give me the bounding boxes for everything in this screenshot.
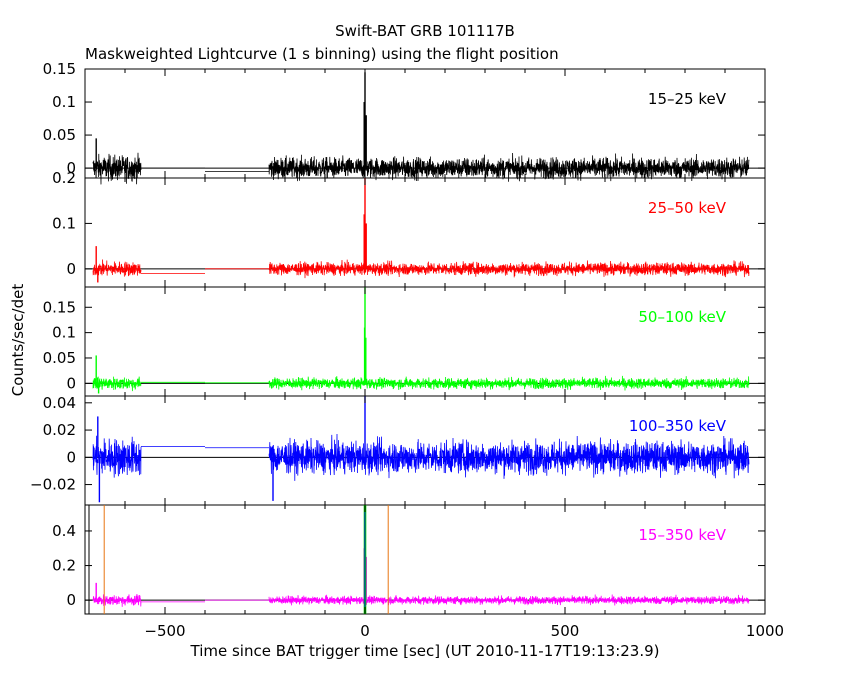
series-line bbox=[92, 259, 750, 279]
x-tick-label: 500 bbox=[551, 622, 580, 640]
y-tick-label: 0.1 bbox=[52, 93, 76, 111]
y-tick-label: 0.2 bbox=[52, 169, 76, 187]
band-label: 50–100 keV bbox=[638, 308, 726, 326]
series-line bbox=[92, 375, 750, 392]
panels-group: 0.15 0.1 0.05 0 15–25 keV 0.2 0.1 0 25–50 keV 0.1… bbox=[30, 60, 766, 615]
panel-3: 0.04 0.02 0 −0.02 100–350 keV bbox=[30, 394, 766, 506]
x-tick-label: 1000 bbox=[746, 622, 784, 640]
y-tick-label: 0.05 bbox=[43, 126, 76, 144]
panel-1: 0.2 0.1 0 25–50 keV bbox=[52, 169, 766, 288]
panel-4: 0.4 0.2 0 15–350 keV bbox=[52, 504, 766, 615]
y-tick-label: 0.05 bbox=[43, 349, 76, 367]
band-label: 25–50 keV bbox=[648, 199, 727, 217]
y-tick-label: 0 bbox=[66, 591, 76, 609]
x-tick-labels: −500 0 500 1000 bbox=[144, 622, 784, 640]
series-line bbox=[92, 593, 750, 607]
band-label: 15–25 keV bbox=[648, 90, 727, 108]
y-tick-label: 0.02 bbox=[43, 421, 76, 439]
panel-0: 0.15 0.1 0.05 0 15–25 keV bbox=[43, 60, 766, 185]
panel-2: 0.15 0.1 0.05 0 50–100 keV bbox=[43, 286, 766, 397]
chart-title: Swift-BAT GRB 101117B bbox=[335, 22, 515, 40]
y-tick-label: 0 bbox=[66, 260, 76, 278]
y-tick-label: 0 bbox=[66, 448, 76, 466]
series-line bbox=[92, 433, 750, 481]
panel-frame bbox=[84, 286, 766, 397]
y-tick-label: 0.4 bbox=[52, 522, 76, 540]
x-axis-label: Time since BAT trigger time [sec] (UT 20… bbox=[190, 642, 660, 660]
x-tick-label: 0 bbox=[360, 622, 370, 640]
y-tick-label: 0.1 bbox=[52, 324, 76, 342]
y-tick-label: 0.15 bbox=[43, 298, 76, 316]
y-tick-label: 0.15 bbox=[43, 60, 76, 78]
band-label: 100–350 keV bbox=[629, 417, 727, 435]
series-line bbox=[92, 152, 750, 185]
chart-subtitle: Maskweighted Lightcurve (1 s binning) us… bbox=[85, 45, 559, 63]
panel-frame bbox=[84, 504, 766, 615]
x-tick-label: −500 bbox=[144, 622, 185, 640]
y-tick-label: −0.02 bbox=[30, 476, 76, 494]
band-label: 15–350 keV bbox=[638, 526, 726, 544]
y-tick-label: 0.2 bbox=[52, 557, 76, 575]
y-tick-label: 0 bbox=[66, 159, 76, 177]
y-tick-label: 0.04 bbox=[43, 394, 76, 412]
y-tick-label: 0 bbox=[66, 374, 76, 392]
y-axis-label: Counts/sec/det bbox=[9, 284, 27, 397]
y-tick-label: 0.1 bbox=[52, 214, 76, 232]
